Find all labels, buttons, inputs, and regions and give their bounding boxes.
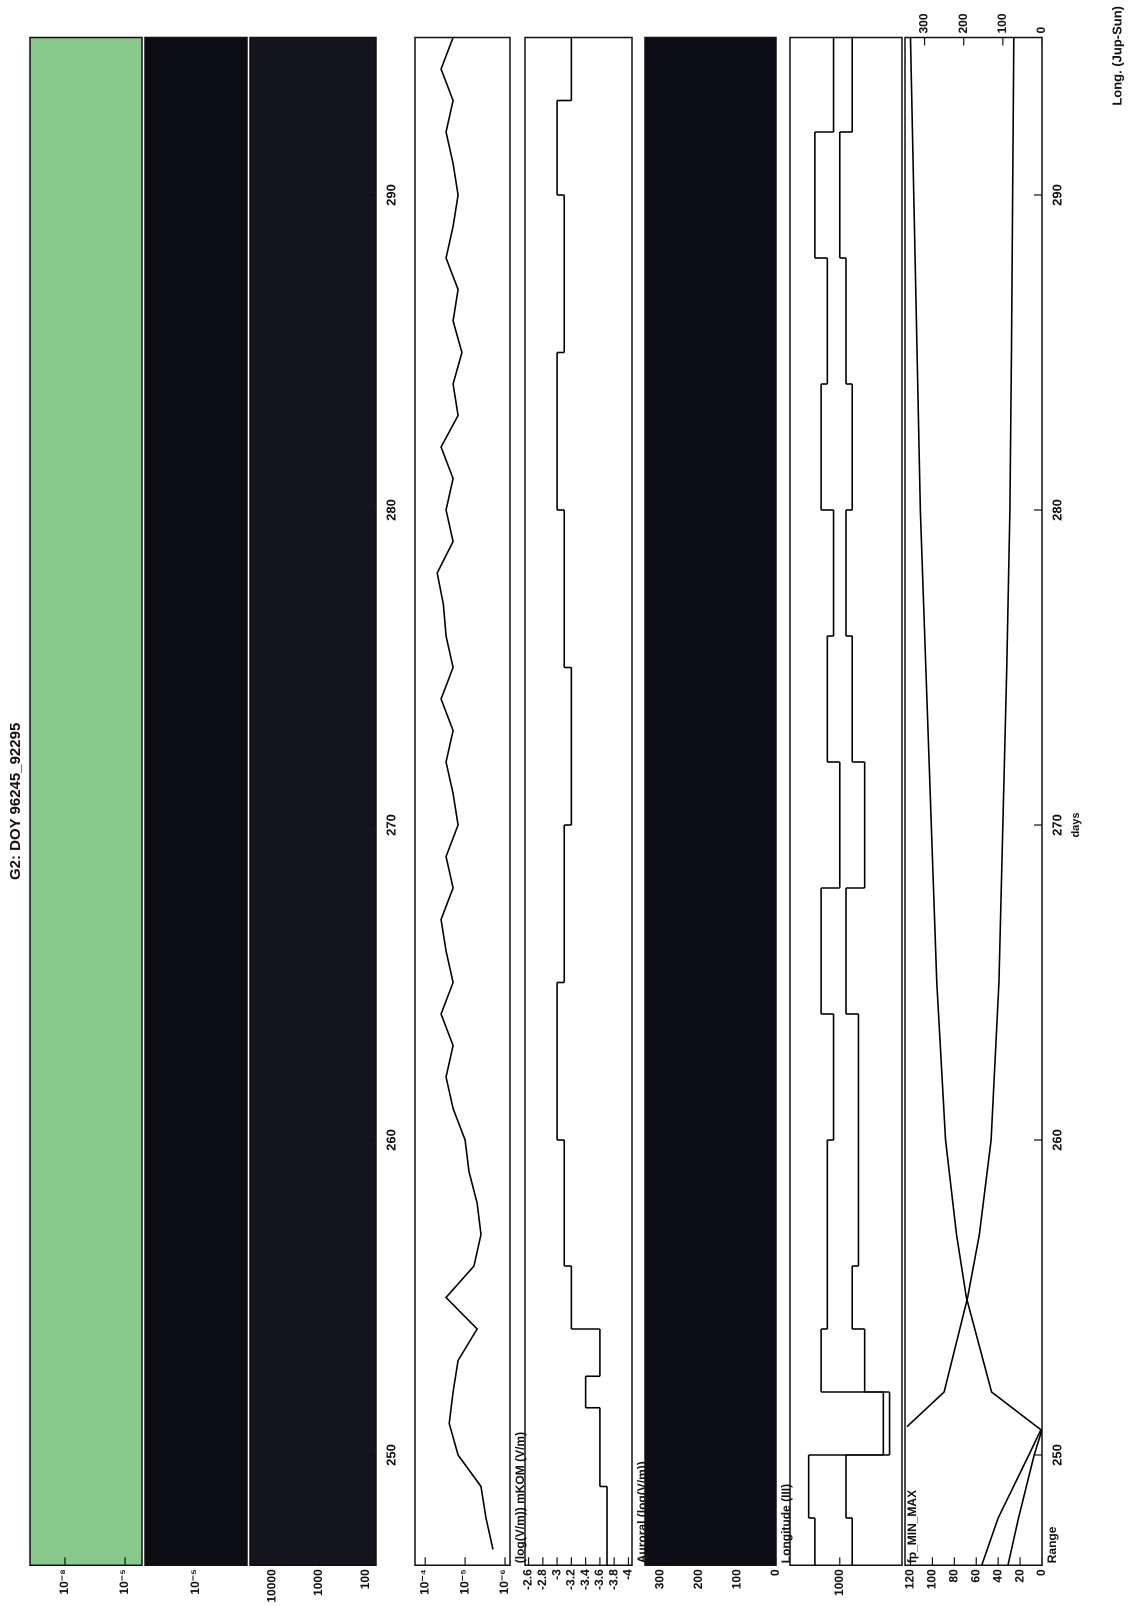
- y-tick-label: 60: [968, 1569, 982, 1583]
- panel-frame: [249, 36, 377, 1566]
- y2-axis-label: Long. (Jup-Sun): [1109, 6, 1124, 106]
- x-axis-label: days: [1070, 812, 1082, 837]
- x-tick-label: 270: [1049, 814, 1064, 836]
- y-tick-label: -4: [621, 1569, 635, 1580]
- y-axis-label: Longitude (III): [779, 1484, 793, 1563]
- y2-tick-label: 100: [995, 13, 1009, 33]
- x-tick-label: 270: [383, 814, 398, 836]
- y-tick-label: 120: [903, 1569, 917, 1589]
- panel-frame: [644, 36, 777, 1566]
- y-tick-label: 300: [653, 1569, 667, 1589]
- x-tick-label: 260: [1049, 1129, 1064, 1151]
- y-tick-label: 10⁻⁸: [57, 1569, 71, 1594]
- y-tick-label: 10⁻⁶: [497, 1569, 511, 1594]
- y-tick-label: 0: [768, 1569, 782, 1576]
- y-tick-label: 100: [925, 1569, 939, 1589]
- data-line: [436, 37, 494, 1550]
- y2-tick-label: 300: [917, 13, 931, 33]
- y-tick-label: 10⁻⁵: [117, 1569, 131, 1594]
- y-axis-label: Range: [1045, 1526, 1059, 1563]
- panel-frame: [524, 36, 633, 1566]
- y-tick-label: -3.2: [564, 1569, 578, 1590]
- y-tick-label: -3.6: [592, 1569, 606, 1590]
- y-axis-label: fp_MIN_MAX: [905, 1490, 919, 1563]
- spectrogram: [145, 37, 247, 1566]
- y-tick-label: 100: [730, 1569, 744, 1589]
- spectrogram: [645, 37, 776, 1566]
- data-line: [909, 37, 1042, 1566]
- y-tick-label: 10⁻⁵: [188, 1569, 202, 1594]
- y-tick-label: 100: [358, 1569, 372, 1589]
- spectrogram: [250, 37, 376, 1566]
- y-tick-label: -3.8: [606, 1569, 620, 1590]
- y-tick-label: 1000: [832, 1569, 846, 1596]
- x-tick-label: 260: [383, 1129, 398, 1151]
- y-tick-label: 0: [1034, 1569, 1048, 1576]
- x-tick-label: 280: [1049, 499, 1064, 521]
- panel-frame: [904, 36, 1043, 1566]
- x-tick-label: 290: [383, 184, 398, 206]
- y-tick-label: -2.6: [521, 1569, 535, 1590]
- panel-frame: [414, 36, 511, 1566]
- spectrogram: [30, 37, 142, 1566]
- y-tick-label: 10⁻⁵: [457, 1569, 471, 1594]
- y-tick-label: 1000: [311, 1569, 325, 1596]
- y-tick-label: 10000: [264, 1569, 278, 1603]
- y-tick-label: -2.8: [535, 1569, 549, 1590]
- y2-tick-label: 0: [1034, 27, 1048, 34]
- y-tick-label: 200: [691, 1569, 705, 1589]
- x-tick-label: 290: [1049, 184, 1064, 206]
- y-tick-label: 80: [946, 1569, 960, 1583]
- data-line: [906, 37, 1043, 1566]
- y-tick-label: 40: [990, 1569, 1004, 1583]
- panel-frame: [789, 36, 903, 1566]
- chart-title: G2: DOY 96245_92295: [7, 723, 24, 880]
- y2-tick-label: 200: [956, 13, 970, 33]
- y-tick-label: 20: [1012, 1569, 1026, 1583]
- y-tick-label: -3: [549, 1569, 563, 1580]
- x-tick-label: 280: [383, 499, 398, 521]
- y-tick-label: -3.4: [578, 1569, 592, 1590]
- panel-frame: [29, 36, 143, 1566]
- x-tick-label: 250: [1049, 1444, 1064, 1466]
- y-axis-label: (log(V/m)) mKOM (V/m): [513, 1432, 527, 1563]
- x-tick-label: 250: [383, 1444, 398, 1466]
- y-tick-label: 10⁻⁴: [417, 1569, 431, 1595]
